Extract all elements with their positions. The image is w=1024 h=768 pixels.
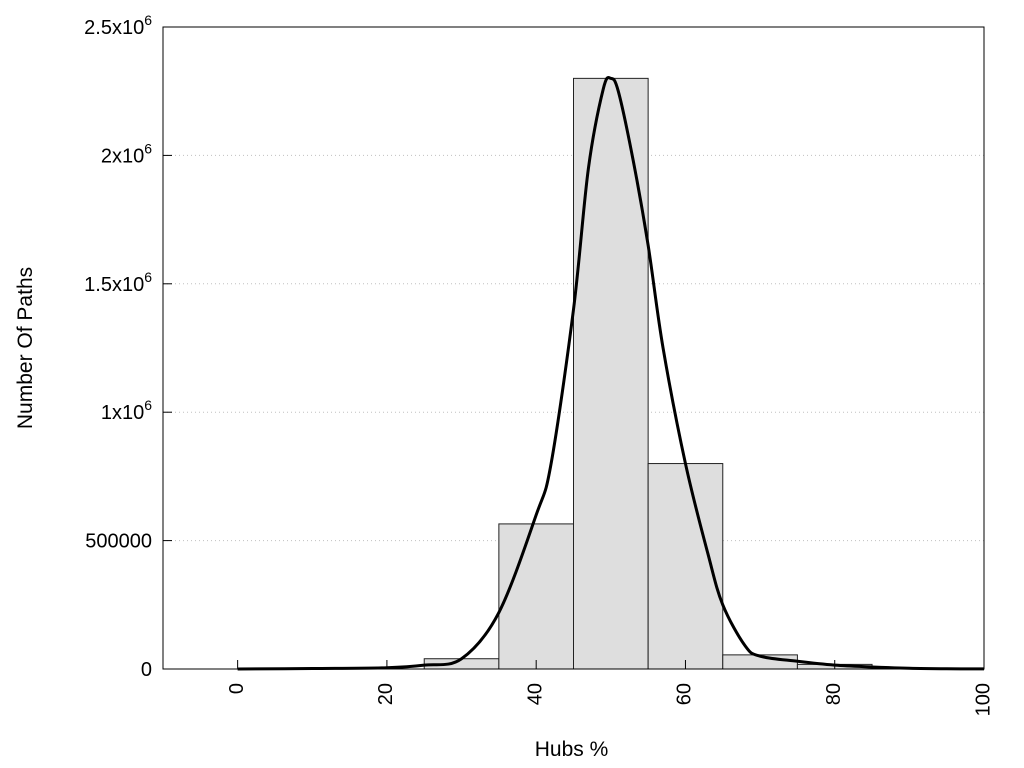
y-tick-label-0: 0 <box>141 659 152 681</box>
bar-45-55 <box>573 77 649 670</box>
y-tick-label-5: 2.5x106 <box>84 12 152 39</box>
x-tick-label-60: 60 <box>674 683 696 705</box>
grid-lines <box>163 154 984 542</box>
distribution-curve-line <box>237 76 985 671</box>
y-tick-label-4: 2x106 <box>101 140 152 167</box>
x-tick-label-20: 20 <box>375 683 397 705</box>
x-axis-ticks: 0 20 40 60 80 100 <box>226 660 994 716</box>
y-axis-label: Number Of Paths <box>14 267 37 429</box>
y-tick-label-1: 500000 <box>85 531 152 553</box>
bar-35-45 <box>498 523 575 670</box>
x-axis-label: Hubs % <box>535 738 609 761</box>
y-tick-label-3: 1.5x106 <box>84 269 152 296</box>
distribution-curve <box>237 76 985 671</box>
y-axis-ticks: 0 500000 1x106 1.5x106 2x106 2.5x106 <box>84 12 172 681</box>
x-tick-label-40: 40 <box>524 683 546 705</box>
histogram-bars <box>423 77 948 670</box>
y-tick-label-2: 1x106 <box>101 397 152 424</box>
x-tick-label-100: 100 <box>972 683 994 716</box>
plot-frame <box>162 26 985 670</box>
x-tick-label-80: 80 <box>823 683 845 705</box>
x-tick-label-0: 0 <box>226 683 248 694</box>
